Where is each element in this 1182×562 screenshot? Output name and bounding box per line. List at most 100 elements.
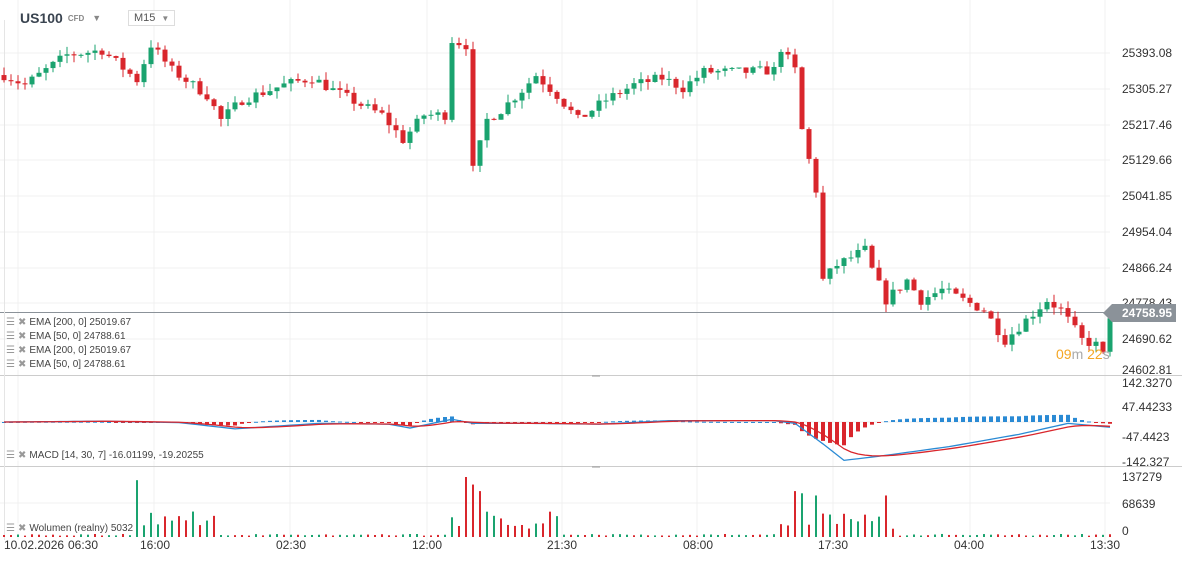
volume-bar xyxy=(269,534,271,537)
macd-legend[interactable]: ☰ ✖ MACD [14, 30, 7] -16.01199, -19.20255 xyxy=(6,450,204,461)
macd-histogram-bar xyxy=(975,416,979,422)
macd-histogram-bar xyxy=(303,420,307,422)
volume-bar xyxy=(556,516,558,537)
volume-bar xyxy=(479,491,481,537)
candle-body xyxy=(953,288,959,294)
ema-legend[interactable]: ☰ ✖ EMA [50, 0] 24788.61 xyxy=(6,359,126,370)
volume-bar xyxy=(619,534,621,537)
close-icon[interactable]: ✖ xyxy=(17,523,27,534)
settings-icon[interactable]: ☰ xyxy=(6,450,15,461)
close-icon[interactable]: ✖ xyxy=(17,450,27,461)
candle-body xyxy=(218,106,224,119)
symbol-name: US100 xyxy=(20,10,63,26)
macd-histogram-bar xyxy=(618,421,622,423)
volume-bar xyxy=(157,524,159,537)
candle-body xyxy=(463,45,469,50)
volume-bar xyxy=(752,534,754,537)
volume-bar xyxy=(759,534,761,537)
candle-body xyxy=(204,94,210,100)
volume-bar xyxy=(710,534,712,537)
candle-body xyxy=(519,92,525,101)
close-icon[interactable]: ✖ xyxy=(17,345,27,356)
timeframe-dropdown[interactable]: M15 ▼ xyxy=(128,10,176,26)
macd-histogram-bar xyxy=(1017,416,1021,422)
settings-icon[interactable]: ☰ xyxy=(6,317,15,328)
macd-histogram-bar xyxy=(954,417,958,422)
symbol-selector[interactable]: US100 CFD ▼ xyxy=(20,10,101,26)
settings-icon[interactable]: ☰ xyxy=(6,523,15,534)
ema-legend[interactable]: ☰ ✖ EMA [200, 0] 25019.67 xyxy=(6,317,132,328)
macd-histogram-bar xyxy=(996,416,1000,422)
ema-legend[interactable]: ☰ ✖ EMA [50, 0] 24788.61 xyxy=(6,331,126,342)
candle-body xyxy=(197,81,203,95)
candle-body xyxy=(22,83,28,85)
volume-bar xyxy=(794,491,796,537)
macd-histogram-bar xyxy=(772,421,776,423)
close-icon[interactable]: ✖ xyxy=(17,331,27,342)
macd-histogram-bar xyxy=(639,420,643,422)
time-label: 13:30 xyxy=(1090,538,1121,552)
close-icon[interactable]: ✖ xyxy=(17,359,27,370)
volume-bar xyxy=(1053,535,1055,537)
macd-histogram-bar xyxy=(989,416,993,422)
candle-body xyxy=(736,67,742,69)
settings-icon[interactable]: ☰ xyxy=(6,331,15,342)
volume-bar xyxy=(416,534,418,537)
volume-bar xyxy=(766,534,768,537)
volume-bar xyxy=(990,534,992,537)
candle-body xyxy=(183,77,189,82)
macd-histogram-bar xyxy=(919,418,923,422)
candle-body xyxy=(92,50,98,53)
settings-icon[interactable]: ☰ xyxy=(6,359,15,370)
macd-histogram-bar xyxy=(1066,414,1070,422)
close-icon[interactable]: ✖ xyxy=(17,317,27,328)
volume-bar xyxy=(1025,535,1027,537)
volume-bar xyxy=(724,533,726,537)
macd-histogram-bar xyxy=(401,422,405,426)
ema-legend[interactable]: ☰ ✖ EMA [200, 0] 25019.67 xyxy=(6,345,132,356)
candle-body xyxy=(925,297,931,305)
candle-body xyxy=(883,280,889,305)
volume-bar xyxy=(1018,534,1020,537)
macd-axis-label: -142.327 xyxy=(1122,455,1170,469)
candle-body xyxy=(1093,341,1099,346)
macd-histogram-bar xyxy=(324,420,328,422)
volume-axis-label: 0 xyxy=(1122,524,1129,538)
macd-histogram-bar xyxy=(1059,414,1063,422)
candle-body xyxy=(820,192,826,279)
volume-legend[interactable]: ☰ ✖ Wolumen (realny) 5032 xyxy=(6,523,134,534)
macd-histogram-bar xyxy=(2,422,6,423)
candle-body xyxy=(64,54,70,56)
macd-histogram-bar xyxy=(527,422,531,423)
candle-body xyxy=(330,88,336,91)
candle-body xyxy=(582,114,588,117)
macd-histogram-bar xyxy=(982,416,986,422)
macd-histogram-bar xyxy=(380,422,384,423)
candle-body xyxy=(414,118,420,132)
volume-bar xyxy=(815,495,817,537)
volume-bar xyxy=(745,535,747,537)
volume-bar xyxy=(591,534,593,537)
candle-body xyxy=(1079,325,1085,338)
volume-bar xyxy=(577,534,579,537)
macd-histogram-bar xyxy=(744,421,748,423)
price-axis-label: 25129.66 xyxy=(1122,153,1173,167)
volume-bar xyxy=(598,534,600,537)
candle-body xyxy=(120,57,126,70)
volume-bar xyxy=(38,534,40,537)
volume-bar xyxy=(486,511,488,537)
time-label: 04:00 xyxy=(954,538,985,552)
time-label: 12:00 xyxy=(412,538,443,552)
candle-body xyxy=(281,83,287,88)
settings-icon[interactable]: ☰ xyxy=(6,345,15,356)
instrument-type: CFD xyxy=(67,13,85,23)
macd-histogram-bar xyxy=(632,420,636,422)
volume-bar xyxy=(409,534,411,537)
macd-histogram-bar xyxy=(779,422,783,424)
candle-body xyxy=(127,69,133,74)
candle-body xyxy=(638,79,644,84)
candle-body xyxy=(652,74,658,82)
volume-bar xyxy=(731,535,733,537)
candle-body xyxy=(379,110,385,113)
